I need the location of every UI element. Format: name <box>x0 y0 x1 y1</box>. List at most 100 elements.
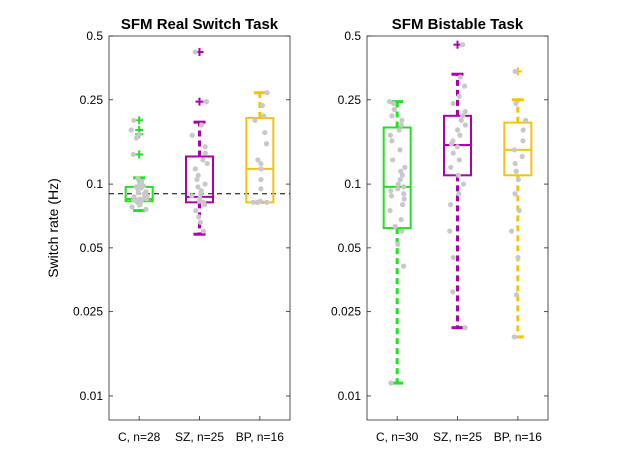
data-point <box>398 168 404 174</box>
data-point <box>513 100 519 107</box>
data-point <box>399 117 405 123</box>
data-point <box>195 172 201 178</box>
data-point <box>200 157 206 163</box>
data-point <box>131 117 137 123</box>
data-point <box>261 113 267 119</box>
data-point <box>401 196 407 202</box>
x-tick-label: SZ, n=25 <box>433 430 482 444</box>
data-point <box>511 147 518 153</box>
data-point <box>202 150 208 156</box>
y-tick-label: 0.025 <box>73 305 103 319</box>
data-point <box>196 214 202 220</box>
data-point <box>401 263 407 269</box>
data-point <box>450 138 456 144</box>
data-point <box>462 122 469 128</box>
data-point <box>399 172 406 178</box>
data-point <box>396 127 402 133</box>
x-tick-label: BP, n=16 <box>494 430 542 444</box>
data-point <box>264 90 270 96</box>
outlier-marker <box>135 116 144 125</box>
panel-bistable: 0.01 0.025 0.05 0.1 0.25 0.5 C, n=30 SZ, n=25 BP… <box>331 16 549 444</box>
data-point <box>197 195 203 201</box>
data-point <box>388 380 394 386</box>
data-point <box>462 325 468 331</box>
data-point <box>512 191 518 197</box>
data-point <box>457 74 463 80</box>
data-point <box>513 292 520 298</box>
y-tick-label: 0.01 <box>80 389 104 403</box>
data-point <box>389 138 395 144</box>
data-point <box>395 241 401 247</box>
outlier-marker <box>135 150 144 159</box>
data-point <box>387 207 393 214</box>
data-point <box>523 117 529 123</box>
data-point <box>456 191 462 197</box>
y-tick-label: 0.05 <box>80 241 104 255</box>
data-point <box>391 106 397 113</box>
data-point <box>520 127 526 133</box>
outlier-marker <box>195 97 204 106</box>
data-point <box>460 113 466 119</box>
data-point <box>391 100 397 107</box>
data-point <box>458 117 464 123</box>
data-point <box>392 223 398 230</box>
y-tick-label: 0.1 <box>344 177 361 191</box>
y-axis-label: Switch rate (Hz) <box>45 178 61 278</box>
chart-title-real-switch: SFM Real Switch Task <box>121 16 279 33</box>
data-point <box>398 216 404 223</box>
data-point <box>133 135 140 141</box>
data-point <box>397 147 403 153</box>
data-point <box>203 99 210 105</box>
data-point <box>457 132 463 138</box>
data-point <box>257 198 264 204</box>
data-point <box>129 204 135 210</box>
y-tick-label: 0.1 <box>86 177 103 191</box>
data-point <box>387 132 393 138</box>
x-tick-label: SZ, n=25 <box>175 430 224 444</box>
data-point <box>399 228 405 234</box>
data-point <box>259 102 266 109</box>
x-tick-label: C, n=28 <box>118 430 161 444</box>
data-point <box>198 122 205 128</box>
y-tick-label: 0.25 <box>338 93 362 107</box>
data-point <box>198 188 204 194</box>
y-tick-label: 0.01 <box>338 389 362 403</box>
data-point <box>388 193 395 199</box>
data-point <box>456 157 462 163</box>
data-point <box>258 166 264 172</box>
data-point <box>456 93 462 99</box>
data-point <box>460 181 467 187</box>
data-point <box>136 131 142 137</box>
data-point <box>139 178 145 184</box>
data-point <box>202 181 208 187</box>
data-point <box>252 117 258 123</box>
data-point <box>520 138 526 144</box>
data-point <box>455 172 461 178</box>
data-point <box>402 164 408 170</box>
data-point <box>128 127 134 133</box>
data-point <box>255 157 261 163</box>
data-point <box>512 68 518 75</box>
data-point <box>130 151 136 158</box>
x-tick-label: C, n=30 <box>376 430 419 444</box>
data-point <box>454 144 461 150</box>
data-point <box>189 193 195 199</box>
data-point <box>512 160 518 167</box>
y-tick-label: 0.5 <box>344 29 361 43</box>
data-point <box>508 228 515 234</box>
data-point <box>401 184 407 190</box>
data-point <box>388 188 394 194</box>
data-point <box>194 176 200 183</box>
data-point <box>519 153 525 160</box>
data-point <box>515 254 521 261</box>
data-point <box>137 196 143 202</box>
data-point <box>516 207 522 214</box>
data-point <box>263 141 270 147</box>
data-point <box>455 127 461 133</box>
data-point <box>192 49 198 55</box>
data-point <box>395 181 401 187</box>
data-point <box>447 202 454 208</box>
data-point <box>195 184 201 190</box>
data-point <box>462 108 468 115</box>
